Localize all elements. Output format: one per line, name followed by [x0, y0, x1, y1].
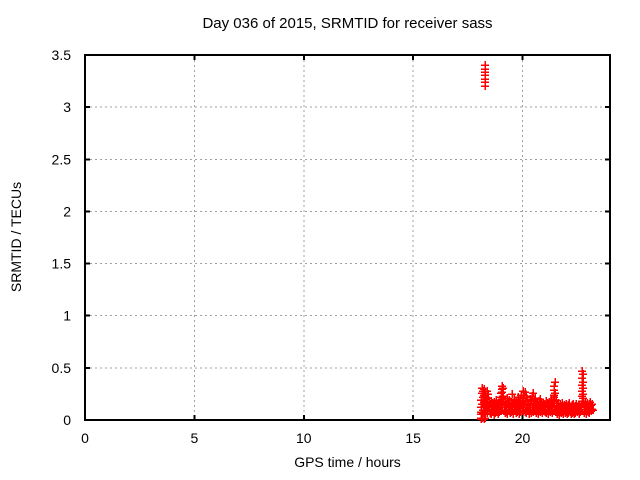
- y-tick-label: 1: [63, 308, 71, 324]
- x-axis-label: GPS time / hours: [294, 454, 401, 470]
- chart-title: Day 036 of 2015, SRMTID for receiver sas…: [202, 15, 493, 32]
- y-tick-label: 0.5: [52, 360, 72, 376]
- series-srmtid-markers: [477, 61, 597, 423]
- x-tick-label: 0: [81, 430, 89, 446]
- y-tick-label: 2: [63, 203, 71, 219]
- x-tick-label: 10: [296, 430, 312, 446]
- y-tick-label: 3.5: [52, 47, 72, 63]
- y-tick-label: 1.5: [52, 256, 72, 272]
- x-tick-label: 15: [405, 430, 421, 446]
- y-tick-label: 0: [63, 412, 71, 428]
- x-tick-label: 20: [515, 430, 531, 446]
- scatter-points: [477, 61, 597, 423]
- x-tick-label: 5: [190, 430, 198, 446]
- y-tick-label: 3: [63, 99, 71, 115]
- grid-lines: [85, 55, 610, 420]
- y-tick-label: 2.5: [52, 151, 72, 167]
- plot-frame: [84, 54, 611, 421]
- tick-labels: 0 5 10 15 20 0 0.5 1 1.5 2 2.5 3 3.5: [52, 47, 531, 446]
